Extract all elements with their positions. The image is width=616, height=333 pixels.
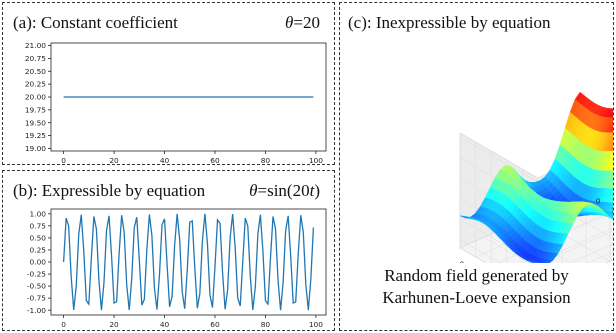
x-tick-label: 20 [109, 156, 119, 164]
theta-symbol: θ [285, 13, 294, 32]
x-tick-label: 40 [160, 320, 170, 329]
surface-facet [545, 259, 554, 263]
y-tick-label: 21.00 [25, 41, 46, 50]
x-tick-label: 100 [309, 320, 323, 329]
surface-facet [534, 261, 540, 263]
surface-facet [611, 198, 613, 204]
panel-a-title: (a): Constant coefficient [13, 13, 178, 32]
y-tick-label: 20.00 [25, 93, 46, 102]
equation-rhs-var: t [309, 181, 315, 200]
y-tick-label: -0.25 [27, 270, 46, 279]
chart-c: 02004006008000200400600800−0.50.00.51.01… [459, 91, 613, 264]
panel-c-title: (c): Inexpressible by equation [348, 13, 551, 32]
x-tick-label: 80 [261, 156, 271, 164]
grid-line [459, 247, 487, 263]
x-tick-label: 0 [61, 156, 66, 164]
caption-line-1: Random field generated by [384, 266, 569, 285]
chart-a: 19.00 19.25 19.50 19.75 20.00 20.25 20.50 20.75… [25, 41, 327, 164]
grid-line [459, 239, 501, 263]
y-tick-label: 20.50 [25, 67, 46, 76]
y-tick-label: 19.25 [25, 131, 46, 140]
x-tick-label: 60 [210, 320, 220, 329]
y-tick-label: 19.75 [25, 105, 46, 114]
grid-line [569, 243, 613, 263]
surface-facet [611, 215, 613, 219]
equation-rhs: =20 [293, 13, 320, 32]
panel-a: (a): Constant coefficient θ=20 19.00 19.2… [2, 2, 335, 165]
y-tick-label: 0.50 [30, 234, 47, 243]
x-tick-label: 80 [261, 320, 271, 329]
x-tick-label: 60 [210, 156, 220, 164]
x-tick-label: 100 [309, 156, 323, 164]
theta-symbol: θ [249, 181, 258, 200]
grid-line [586, 251, 613, 263]
panel-c-caption: Random field generated by Karhunen-Loeve… [340, 265, 613, 309]
panel-b: (b): Expressible by equation θ=sin(20t) … [2, 170, 335, 331]
equation-rhs-suffix: ) [314, 181, 320, 200]
y-tick-label: 0.00 [30, 258, 47, 267]
y-tick-label: 20.25 [25, 80, 46, 89]
y-tick-label: 19.00 [25, 144, 46, 153]
grid-line [533, 227, 613, 263]
x-tick-label: 40 [160, 156, 170, 164]
x-tick-label: 20 [109, 320, 119, 329]
y-tick-label: -0.50 [27, 282, 46, 291]
y-tick-label: 1.00 [30, 209, 47, 218]
y-tick-label: 0 [596, 197, 601, 206]
grid-line [540, 230, 613, 263]
grid-line [483, 237, 529, 263]
equation-rhs-prefix: =sin(20 [257, 181, 310, 200]
grid-line [459, 136, 539, 183]
x-tick-label: 0 [61, 320, 66, 329]
panel-b-title: (b): Expressible by equation [13, 181, 206, 200]
y-tick-label: 0.25 [30, 246, 47, 255]
surface-facet [611, 166, 613, 172]
panel-b-equation: θ=sin(20t) [249, 181, 320, 201]
y-tick-label: -1.00 [27, 306, 46, 315]
surface-facet [612, 129, 613, 133]
y-tick-label: 20.75 [25, 54, 46, 63]
chart-b: -1.00 -0.75 -0.50 -0.25 0.00 0.25 0.50 0.75 1.00… [27, 208, 327, 329]
caption-line-2: Karhunen-Loeve expansion [382, 288, 571, 307]
y-tick-label: -0.75 [27, 294, 46, 303]
series-line [62, 213, 315, 311]
y-tick-label: 19.50 [25, 118, 46, 127]
y-tick-label: 0.75 [30, 221, 47, 230]
y-tick-label: 200 [611, 206, 613, 215]
panel-c: (c): Inexpressible by equation 020040060… [339, 2, 614, 331]
panel-a-equation: θ=20 [285, 13, 320, 33]
x-tick-label: 0 [459, 260, 464, 264]
